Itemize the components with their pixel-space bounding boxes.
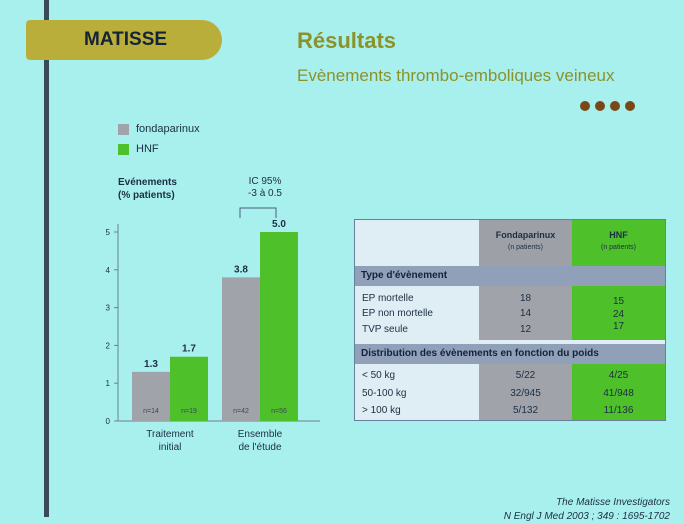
table-cell-fonda: 12	[519, 324, 532, 335]
table-row-label: TVP seule	[362, 324, 408, 335]
header-label: HNF	[609, 230, 628, 240]
column-fill-fondaparinux	[479, 286, 572, 340]
table-section-weight-distribution: Distribution des évènements en fonction …	[355, 344, 665, 364]
bar-n-label: n=14	[143, 408, 159, 415]
y-axis-label-line2: (% patients)	[118, 190, 175, 201]
legend-label: fondaparinux	[136, 123, 200, 135]
y-tick-label: 5	[106, 228, 111, 237]
bar-hnf	[170, 356, 208, 421]
bar-value-label: 1.3	[144, 359, 158, 370]
legend-swatch-fondaparinux	[118, 123, 129, 135]
x-category-label: Traitement	[146, 429, 194, 440]
table-row-label: 50-100 kg	[362, 388, 407, 399]
bar-n-label: n=42	[233, 408, 249, 415]
y-tick-label: 4	[106, 266, 111, 275]
dot-icon	[625, 101, 635, 111]
table-cell-hnf: 17	[612, 321, 625, 332]
table-cell-fonda: 32/945	[510, 388, 541, 399]
header-label: Fondaparinux	[495, 230, 556, 240]
table-cell-hnf: 15	[612, 296, 625, 307]
table-header-hnf: HNF (n patients)	[572, 220, 665, 266]
header-sub: (n patients)	[507, 244, 544, 251]
table-cell-hnf: 41/948	[603, 388, 634, 399]
table-cell-fonda: 5/22	[515, 370, 536, 381]
bar-fondaparinux	[132, 371, 170, 421]
legend-label: HNF	[136, 143, 159, 155]
slide-subtitle: Evènements thrombo-emboliques veineux	[297, 66, 615, 85]
header-sub: (n patients)	[600, 244, 637, 251]
bar-value-label: 3.8	[234, 264, 248, 275]
decorative-dots	[580, 101, 635, 111]
dot-icon	[580, 101, 590, 111]
chart-legend: fondaparinux HNF	[118, 119, 200, 159]
bar-n-label: n=19	[181, 408, 197, 415]
x-category-label: Ensemble	[238, 429, 283, 440]
column-fill-hnf	[572, 286, 665, 340]
ci-bracket	[239, 207, 277, 218]
legend-item-fondaparinux: fondaparinux	[118, 119, 200, 139]
citation-authors: The Matisse Investigators	[556, 497, 670, 508]
bar-n-label: n=56	[271, 408, 287, 415]
study-badge: MATISSE	[26, 20, 222, 60]
table-header-fondaparinux: Fondaparinux (n patients)	[479, 220, 572, 266]
x-category-label: de l'étude	[238, 442, 281, 453]
y-axis-label-line1: Evénements	[118, 177, 177, 188]
y-tick-label: 3	[106, 304, 111, 313]
table-section-event-type: Type d'évènement	[355, 266, 665, 286]
slide-title: Résultats	[297, 28, 397, 53]
column-fill-fondaparinux	[479, 364, 572, 420]
bar-fondaparinux	[222, 277, 260, 421]
table-cell-fonda: 5/132	[512, 405, 539, 416]
table-row-label: < 50 kg	[362, 370, 396, 381]
results-table: Fondaparinux (n patients) HNF (n patient…	[354, 219, 666, 421]
table-cell-hnf: 4/25	[608, 370, 629, 381]
table-cell-hnf: 11/136	[603, 405, 634, 416]
y-tick-label: 0	[106, 417, 111, 426]
table-row-label: EP mortelle	[362, 293, 414, 304]
column-fill-hnf	[572, 364, 665, 420]
ci-annotation-line1: IC 95%	[249, 176, 282, 187]
ci-annotation-line2: -3 à 0.5	[248, 188, 282, 199]
table-cell-fonda: 14	[519, 308, 532, 319]
bar-value-label: 1.7	[182, 344, 196, 355]
dot-icon	[610, 101, 620, 111]
legend-item-hnf: HNF	[118, 139, 200, 159]
citation-reference: N Engl J Med 2003 ; 349 : 1695-1702	[503, 511, 670, 522]
y-tick-label: 2	[106, 341, 111, 350]
table-row-label: > 100 kg	[362, 405, 401, 416]
bar-hnf	[260, 232, 298, 421]
dot-icon	[595, 101, 605, 111]
citation: The Matisse Investigators N Engl J Med 2…	[504, 496, 670, 524]
bar-value-label: 5.0	[272, 219, 286, 230]
vertical-rule	[44, 0, 49, 517]
table-cell-fonda: 18	[519, 293, 532, 304]
y-tick-label: 1	[106, 379, 111, 388]
table-cell-hnf: 24	[612, 309, 625, 320]
legend-swatch-hnf	[118, 143, 129, 155]
table-row-label: EP non mortelle	[362, 308, 433, 319]
x-category-label: initial	[159, 442, 182, 453]
